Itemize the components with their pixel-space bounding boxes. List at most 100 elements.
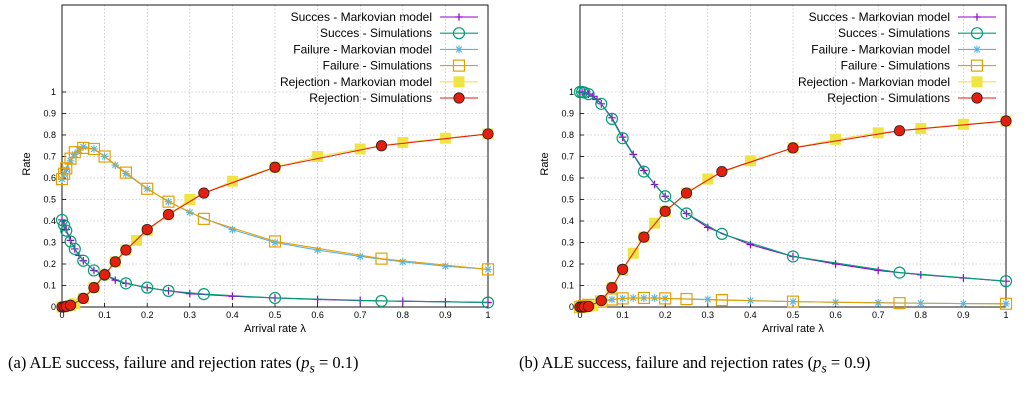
data-point <box>197 288 210 301</box>
legend-label: Rejection - Simulations <box>309 91 432 105</box>
data-point <box>606 282 618 294</box>
data-point <box>659 205 671 217</box>
data-point <box>608 114 616 122</box>
data-point <box>141 281 154 294</box>
legend-label: Failure - Markovian model <box>811 42 950 56</box>
data-point <box>197 212 210 225</box>
data-point <box>271 238 279 247</box>
data-point <box>637 165 651 178</box>
data-point <box>649 217 661 229</box>
data-point <box>198 187 210 199</box>
chart-b: 0 0.1 0.2 0.3 0.4 0.5 0.6 0.7 0.8 0.9 1 0 0.1 0.2 0.3 0… <box>539 4 1013 335</box>
data-point <box>481 296 495 309</box>
data-point <box>637 291 651 305</box>
x-tick-label: 0.7 <box>354 310 367 320</box>
legend: Succes - Markovian model Succes - Simulat… <box>798 10 996 105</box>
y-tick-label: 0.7 <box>561 152 574 162</box>
x-axis-label: Arrival rate λ <box>762 323 824 335</box>
data-point <box>659 190 672 203</box>
x-tick-label: 0.7 <box>872 310 885 320</box>
data-point <box>79 143 88 151</box>
chart-a: 0 0.1 0.2 0.3 0.4 0.5 0.6 0.7 0.8 0.9 1 0 0.1 0.2 0.3 0… <box>21 4 495 335</box>
data-point <box>184 194 196 205</box>
y-tick-label: 0.7 <box>43 152 56 162</box>
y-axis-label: Rate <box>21 152 33 175</box>
data-point <box>893 266 906 279</box>
data-point <box>68 146 81 159</box>
legend-label: Succes - Simulations <box>320 26 432 40</box>
x-tick-label: 0.3 <box>702 310 715 320</box>
y-tick-label: 1 <box>569 87 574 97</box>
data-point <box>60 162 73 175</box>
x-tick-label: 0.3 <box>184 310 197 320</box>
y-tick-label: 1 <box>51 87 56 97</box>
data-point <box>893 125 906 137</box>
data-point <box>999 275 1013 288</box>
data-point <box>605 112 619 125</box>
x-tick-label: 0.1 <box>98 310 111 320</box>
ticks: 0 0.1 0.2 0.3 0.4 0.5 0.6 0.7 0.8 0.9 1 0 0.1 0.2 0.3 0… <box>43 87 490 320</box>
data-point <box>787 142 799 154</box>
data-point <box>162 284 175 297</box>
data-point <box>616 292 629 305</box>
data-point <box>186 289 194 298</box>
x-tick-label: 0.2 <box>659 310 672 320</box>
legend-label: Succes - Simulations <box>838 26 950 40</box>
data-point <box>119 166 133 179</box>
data-point <box>659 292 672 305</box>
data-point <box>746 240 755 249</box>
x-tick-label: 1 <box>485 310 490 320</box>
data-point <box>680 187 693 199</box>
legend-label: Rejection - Markovian model <box>280 75 432 89</box>
ticks: 0 0.1 0.2 0.3 0.4 0.5 0.6 0.7 0.8 0.9 1 0 0.1 0.2 0.3 0… <box>561 87 1008 320</box>
legend-marker <box>453 92 465 104</box>
data-point <box>60 224 73 237</box>
y-tick-label: 0.5 <box>43 195 56 205</box>
data-point <box>98 150 111 163</box>
data-point <box>715 227 728 240</box>
legend-marker <box>452 27 466 40</box>
legend-label: Rejection - Simulations <box>827 91 950 105</box>
x-tick-label: 0.1 <box>616 310 629 320</box>
data-point <box>638 231 650 243</box>
legend-marker <box>455 45 463 54</box>
data-point <box>375 140 388 152</box>
data-point <box>354 143 366 155</box>
y-tick-label: 0.9 <box>43 109 56 119</box>
legend-label: Succes - Markovian model <box>809 10 950 24</box>
x-tick-label: 0.8 <box>397 310 410 320</box>
x-tick-label: 0.4 <box>744 310 757 320</box>
data-point <box>268 291 282 305</box>
data-point <box>141 182 154 195</box>
data-point <box>999 297 1013 310</box>
data-point <box>58 219 71 232</box>
data-point <box>375 294 388 308</box>
legend: Succes - Markovian model Succes - Simulat… <box>280 10 478 105</box>
legend-marker <box>452 59 466 72</box>
legend-marker <box>453 76 465 88</box>
y-tick-label: 0.3 <box>43 238 56 248</box>
series-1 <box>573 85 1013 288</box>
data-point <box>70 150 79 159</box>
data-point <box>786 295 800 308</box>
data-point <box>312 151 324 162</box>
data-point <box>874 266 882 275</box>
legend-marker <box>973 45 981 54</box>
x-tick-label: 0 <box>59 310 64 320</box>
data-point <box>141 224 153 236</box>
y-axis-label: Rate <box>539 152 551 175</box>
data-point <box>616 132 629 145</box>
data-point <box>162 195 175 208</box>
data-point <box>87 142 101 156</box>
x-tick-label: 0.5 <box>787 310 800 320</box>
data-point <box>77 292 89 304</box>
data-point <box>64 152 77 165</box>
data-point <box>88 282 100 294</box>
data-point <box>680 207 693 220</box>
data-point <box>66 157 75 165</box>
y-tick-label: 0.3 <box>561 238 574 248</box>
x-tick-label: 0.2 <box>141 310 154 320</box>
legend-label: Failure - Simulations <box>323 59 432 73</box>
data-point <box>957 118 969 130</box>
legend-label: Rejection - Markovian model <box>798 75 950 89</box>
